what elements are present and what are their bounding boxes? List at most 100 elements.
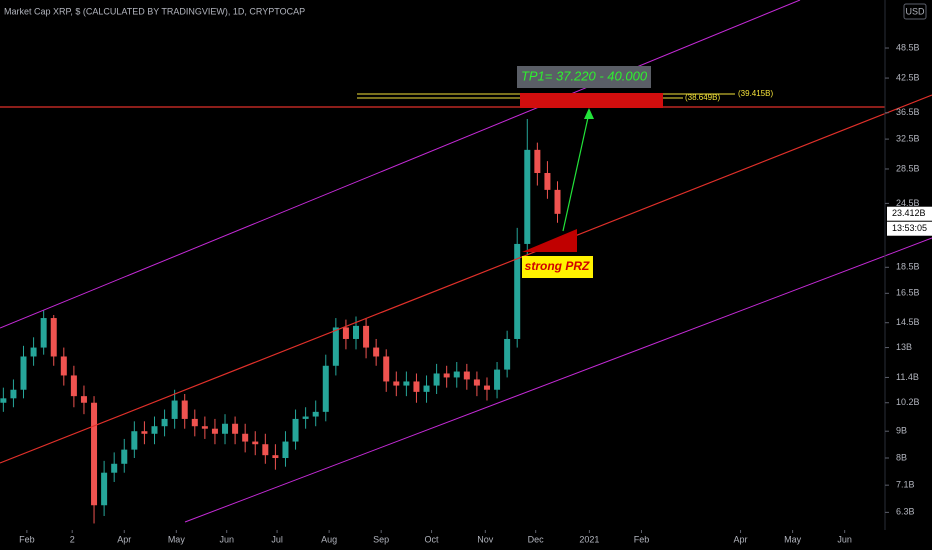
candle-body [151,426,158,434]
candle-body [524,149,531,244]
x-tick-label: Dec [528,534,545,544]
level-label: (39.415B) [738,89,773,98]
x-tick-label: 2 [70,534,75,544]
countdown-box [887,221,932,236]
candle-body [332,327,339,366]
y-tick-label: 13B [896,342,912,352]
y-tick-label: 24.5B [896,198,920,208]
price-label: 23.412B [892,208,926,218]
candle-body [413,381,420,392]
candle-body [473,379,480,386]
target-label: TP1= 37.220 - 40.000 [521,68,648,83]
candle-body [453,371,460,378]
y-tick-label: 6.3B [896,507,915,517]
y-tick-label: 11.4B [896,372,919,382]
candle-body [242,433,249,442]
y-tick-label: 28.5B [896,163,920,173]
candle-body [514,243,521,339]
x-tick-label: Feb [634,534,650,544]
y-tick-label: 18.5B [896,262,920,272]
candle-body [373,347,380,357]
x-tick-label: May [784,534,802,544]
candle-body [504,338,511,370]
candle-body [30,347,37,357]
candle-body [383,356,390,382]
candle-body [50,318,57,357]
candle-body [0,398,7,403]
x-tick-label: Aug [321,534,337,544]
candle-body [171,400,178,419]
y-tick-label: 8B [896,452,907,462]
candle-body [111,463,118,473]
x-tick-label: Feb [19,534,35,544]
candle-body [141,431,148,434]
currency-box [903,3,927,20]
candle-body [201,426,208,429]
candle-body [302,416,309,419]
arrow [562,112,590,232]
channel-upper [0,0,801,329]
candle-body [272,455,279,459]
candle-body [322,365,329,412]
candle-body [534,149,541,174]
y-tick-label: 14.5B [896,317,920,327]
y-tick-label: 32.5B [896,133,920,143]
candle-body [232,423,239,434]
candle-body [40,318,47,348]
candle-body [363,325,370,348]
axes: 48.5B 42.5B 36.5B 32.5B 28.5B 24.5B 18.5B 16.5B… [19,42,932,544]
candle-body [423,385,430,392]
candle-body [80,396,87,403]
x-tick-label: Jun [219,534,234,544]
candle-body [312,411,319,417]
x-tick-label: May [168,534,186,544]
candle-body [403,381,410,386]
y-tick-label: 9B [896,426,907,436]
countdown: 13:53:05 [892,223,927,233]
zone-label-box [522,256,593,278]
candle-body [181,400,188,419]
candle-body [121,449,128,464]
candle-body [353,325,359,339]
y-tick-label: 10.2B [896,397,920,407]
candle-body [20,356,27,390]
currency: USD [905,6,925,16]
candle-body [292,418,299,442]
candle-body [10,389,17,399]
y-tick-label: 16.5B [896,288,920,298]
candle-body [131,431,138,450]
x-tick-label: Sep [373,534,389,544]
x-tick-label: Apr [734,534,748,544]
x-tick-label: Apr [117,534,131,544]
candle-body [494,369,501,390]
chart-title: Market Cap XRP, $ (CALCULATED BY TRADING… [4,6,305,16]
candle-body [252,441,259,445]
target-label-box [517,66,651,88]
candle-body [554,189,561,214]
candle-body [463,371,470,380]
channel-lower [184,237,932,523]
candle-body [222,423,229,434]
candle-body [342,327,349,339]
candle-body [544,173,551,190]
y-tick-label: 48.5B [896,42,920,52]
candle-body [161,418,168,427]
candles [0,119,561,524]
candle-body [483,385,490,390]
candle-body [282,441,289,459]
level-label: (38.649B) [685,93,720,102]
candle-body [433,373,440,386]
candle-body [70,375,77,397]
y-tick-label: 36.5B [896,107,920,117]
candle-body [262,444,269,456]
candle-body [211,428,218,434]
y-tick-label: 7.1B [896,480,915,490]
candle-body [101,472,108,506]
x-tick-label: Jun [837,534,852,544]
candle-body [191,418,198,427]
y-tick-label: 42.5B [896,72,920,82]
x-tick-label: Nov [477,534,494,544]
x-tick-label: Jul [271,534,283,544]
